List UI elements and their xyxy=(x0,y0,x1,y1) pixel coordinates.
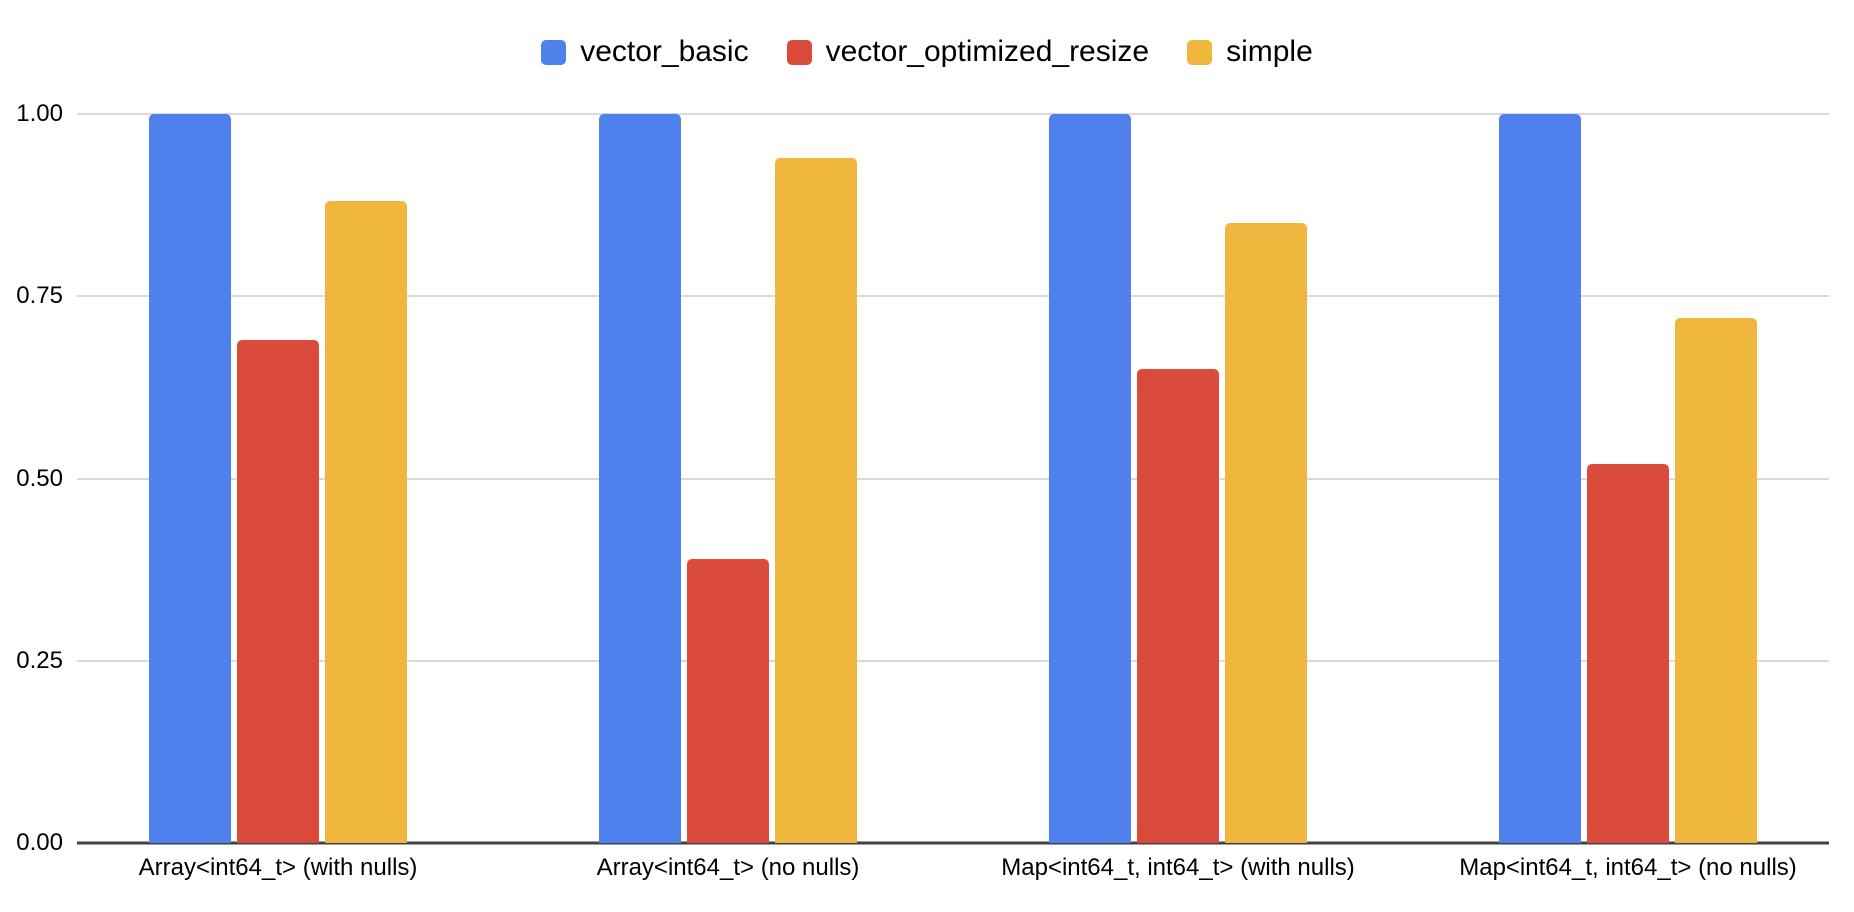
bar-group xyxy=(149,114,407,843)
y-axis: 1.00 0.75 0.50 0.25 0.00 xyxy=(0,100,63,856)
plot-area xyxy=(77,113,1829,845)
bar-vector_basic xyxy=(599,114,681,843)
bar-vector_basic xyxy=(1499,114,1581,843)
legend-item-simple: simple xyxy=(1187,36,1313,68)
bar-simple xyxy=(1675,318,1757,843)
bar-vector_optimized_resize xyxy=(1137,369,1219,843)
bar-vector_optimized_resize xyxy=(1587,464,1669,843)
y-tick-label: 0.75 xyxy=(16,282,63,309)
x-label-cell: Array<int64_t> (no nulls) xyxy=(596,854,860,884)
legend: vector_basic vector_optimized_resize simpl… xyxy=(0,36,1854,68)
bar-simple xyxy=(325,201,407,843)
x-axis-category-label: Array<int64_t> (with nulls) xyxy=(138,854,418,881)
bar-simple xyxy=(775,158,857,843)
x-label-cell: Array<int64_t> (with nulls) xyxy=(139,854,418,884)
bar-simple xyxy=(1225,223,1307,843)
legend-swatch-icon xyxy=(541,39,567,65)
legend-label: vector_basic xyxy=(580,35,749,68)
bar-vector_basic xyxy=(149,114,231,843)
legend-item-vector_basic: vector_basic xyxy=(541,35,749,68)
bar-group xyxy=(1049,114,1307,843)
gridlines xyxy=(77,113,1829,845)
x-label-cell: Map<int64_t, int64_t> (no nulls) xyxy=(1459,854,1797,884)
x-axis-labels: Array<int64_t> (with nulls) Array<int64_t… xyxy=(77,854,1829,884)
y-tick-label: 0.50 xyxy=(16,465,63,492)
legend-item-vector_optimized_resize: vector_optimized_resize xyxy=(786,35,1150,68)
bar-vector_optimized_resize xyxy=(687,559,769,843)
x-axis-line xyxy=(77,841,1829,845)
bar-vector_basic xyxy=(1049,114,1131,843)
x-axis-category-label: Map<int64_t, int64_t> (no nulls) xyxy=(1459,854,1797,881)
gridline xyxy=(77,478,1829,480)
legend-label: simple xyxy=(1226,35,1313,68)
gridline xyxy=(77,113,1829,115)
bar-vector_optimized_resize xyxy=(237,340,319,843)
gridline xyxy=(77,295,1829,297)
gridline xyxy=(77,660,1829,662)
bar-group xyxy=(1499,114,1757,843)
y-tick-label: 0.25 xyxy=(16,647,63,674)
x-axis-category-label: Array<int64_t> (no nulls) xyxy=(596,854,860,881)
bar-groups xyxy=(77,114,1829,843)
x-axis-category-label: Map<int64_t, int64_t> (with nulls) xyxy=(1001,854,1355,881)
legend-swatch-icon xyxy=(1187,39,1213,65)
legend-label: vector_optimized_resize xyxy=(825,35,1150,68)
bar-group xyxy=(599,114,857,843)
legend-swatch-icon xyxy=(786,39,812,65)
y-tick-label: 1.00 xyxy=(16,100,63,127)
y-tick-label: 0.00 xyxy=(16,829,63,856)
x-label-cell: Map<int64_t, int64_t> (with nulls) xyxy=(1001,854,1355,884)
